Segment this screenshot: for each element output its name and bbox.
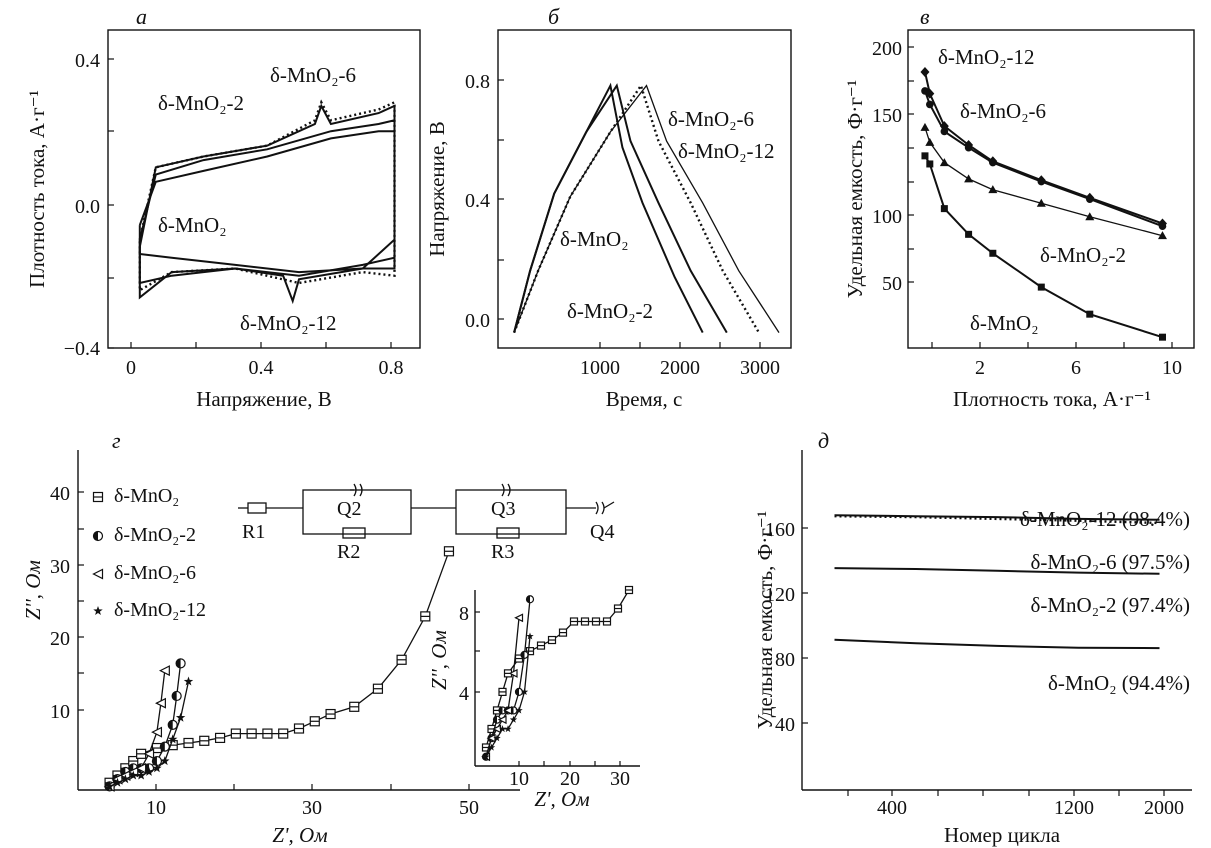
inset-xtick: 30 [610, 768, 630, 790]
legend-item-label: δ-MnO₂-2 [114, 524, 196, 546]
panel-a-annotation: δ-MnO₂-2 [158, 91, 244, 115]
panel-e-xlabel: Номер цикла [944, 823, 1061, 847]
panel-b-annotation: δ-MnO₂-6 [668, 107, 754, 131]
panel-d-ytick: 30 [50, 556, 70, 578]
panel-c-annotation: δ-MnO₂-2 [1040, 243, 1126, 267]
panel-c-ytick: 150 [872, 105, 902, 127]
circuit-label-r2: R2 [337, 541, 360, 563]
panel-e-ylabel: Удельная емкость, Ф·г⁻¹ [753, 511, 777, 729]
inset-ytick: 4 [459, 683, 469, 705]
panel-c-ytick: 200 [872, 38, 902, 60]
panel-a-annotation: δ-MnO₂-6 [270, 63, 356, 87]
panel-d-ytick: 20 [50, 628, 70, 650]
panel-e-ytick: 40 [775, 714, 795, 736]
panel-b-annotation: δ-MnO₂-12 [678, 139, 775, 163]
panel-b-ylabel: Напряжение, В [425, 121, 449, 256]
circuit-label-q3: Q3 [491, 498, 515, 520]
panel-b-xtick: 3000 [740, 357, 780, 379]
panel-d-xtick: 30 [302, 797, 322, 819]
panel-e-ytick: 80 [775, 649, 795, 671]
panel-c-annotation: δ-MnO₂ [970, 311, 1039, 335]
panel-a-xtick: 0.8 [379, 357, 404, 379]
panel-c-ylabel: Удельная емкость, Ф·г⁻¹ [843, 80, 867, 298]
panel-a-ylabel: Плотность тока, А·г⁻¹ [25, 90, 49, 288]
circuit-label-r3: R3 [491, 541, 514, 563]
panel-b-ytick: 0.4 [465, 190, 490, 212]
panel-e-annotation: δ-MnO₂ (94.4%) [1048, 671, 1190, 695]
panel-d-ytick: 10 [50, 701, 70, 723]
panel-a-label: а [136, 4, 147, 29]
circuit-label-q4: Q4 [590, 521, 614, 543]
panel-e-xtick: 1200 [1054, 797, 1094, 819]
panel-c-xtick: 6 [1071, 357, 1081, 379]
panel-c-ytick: 50 [882, 273, 902, 295]
panel-d-xtick: 10 [146, 797, 166, 819]
panel-c-xtick: 10 [1162, 357, 1182, 379]
panel-d-ytick: 40 [50, 483, 70, 505]
panel-b-xlabel: Время, с [606, 387, 683, 411]
panel-c-xtick: 2 [975, 357, 985, 379]
panel-e-annotation: δ-MnO₂-12 (98.4%) [1020, 507, 1190, 531]
circuit-label-r1: R1 [242, 521, 265, 543]
panel-a-xtick: 0.4 [249, 357, 274, 379]
panel-a-xtick: 0 [126, 357, 136, 379]
panel-b-annotation: δ-MnO₂ [560, 227, 629, 251]
panel-c-xlabel: Плотность тока, А·г⁻¹ [953, 387, 1151, 411]
panel-b-ytick: 0.8 [465, 71, 490, 93]
legend-item-label: δ-MnO₂-6 [114, 562, 196, 584]
panel-e-xtick: 2000 [1144, 797, 1184, 819]
panel-a-xlabel: Напряжение, В [196, 387, 331, 411]
inset-xtick: 10 [509, 768, 529, 790]
panel-d-xlabel: Z', Ом [272, 823, 327, 847]
inset-ylabel: Z'', Ом [427, 630, 451, 690]
inset-xlabel: Z', Ом [534, 787, 589, 811]
panel-c-annotation: δ-MnO₂-6 [960, 99, 1046, 123]
panel-c-ytick: 100 [872, 206, 902, 228]
panel-a-annotation: δ-MnO₂ [158, 213, 227, 237]
legend-item-label: δ-MnO₂ [114, 485, 179, 507]
panel-d-ylabel: Z'', Ом [21, 560, 45, 620]
panel-e-annotation: δ-MnO₂-6 (97.5%) [1030, 550, 1190, 574]
panel-d-label: г [112, 428, 121, 453]
panel-e-annotation: δ-MnO₂-2 (97.4%) [1030, 593, 1190, 617]
panel-a-annotation: δ-MnO₂-12 [240, 311, 337, 335]
legend-item-label: δ-MnO₂-12 [114, 599, 206, 621]
panel-a-ytick: −0.4 [64, 338, 100, 360]
panel-d-xtick: 50 [459, 797, 479, 819]
panel-c-label: в [920, 4, 930, 29]
panel-b-xtick: 1000 [580, 357, 620, 379]
inset-ytick: 8 [459, 603, 469, 625]
panel-b-label: б [548, 4, 560, 29]
panel-e-label: д [818, 428, 829, 453]
circuit-label-q2: Q2 [337, 498, 361, 520]
panel-b-ytick: 0.0 [465, 310, 490, 332]
panel-e-xtick: 400 [877, 797, 907, 819]
panel-a-ytick: 0.4 [75, 50, 100, 72]
panel-b-xtick: 2000 [660, 357, 700, 379]
panel-b-annotation: δ-MnO₂-2 [567, 299, 653, 323]
panel-c-annotation: δ-MnO₂-12 [938, 45, 1035, 69]
panel-a-ytick: 0.0 [75, 196, 100, 218]
